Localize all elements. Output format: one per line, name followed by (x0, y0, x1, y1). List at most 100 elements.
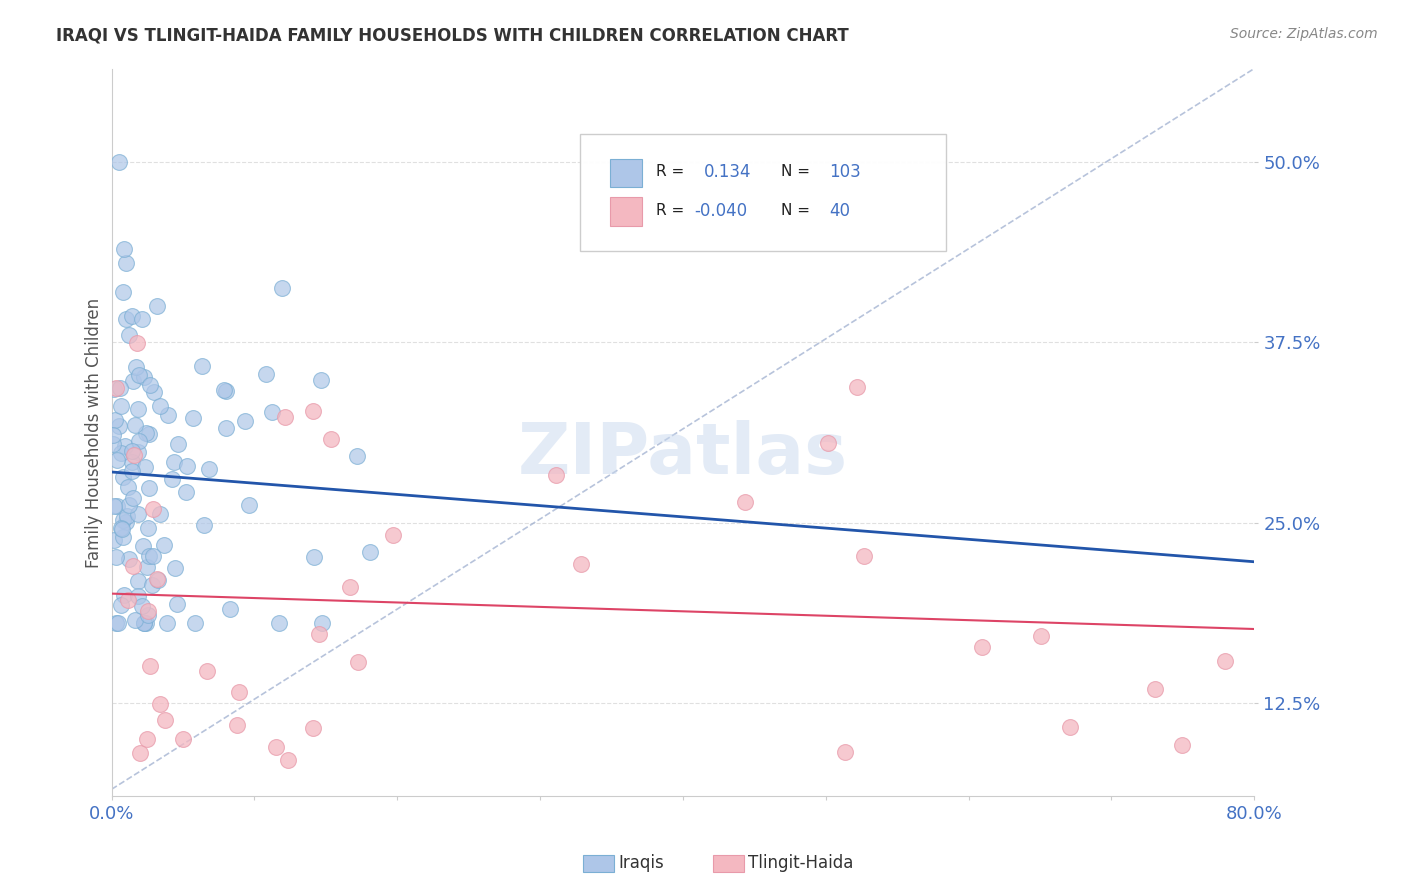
Point (142, 384, 165, 399)
Point (125, 336, 148, 351)
Text: IRAQI VS TLINGIT-HAIDA FAMILY HOUSEHOLDS WITH CHILDREN CORRELATION CHART: IRAQI VS TLINGIT-HAIDA FAMILY HOUSEHOLDS… (56, 27, 849, 45)
Point (115, 311, 138, 326)
Point (139, 658, 162, 673)
Text: Tlingit-Haida: Tlingit-Haida (748, 855, 853, 872)
Point (142, 549, 165, 564)
Point (138, 377, 160, 392)
Point (103, 499, 125, 513)
Point (347, 655, 370, 669)
Point (127, 589, 149, 603)
Point (817, 435, 839, 450)
Point (117, 480, 139, 494)
Text: N =: N = (782, 164, 810, 179)
Point (190, 359, 212, 373)
Point (176, 459, 198, 474)
Point (128, 368, 150, 383)
Text: 103: 103 (830, 163, 860, 181)
Text: 40: 40 (830, 202, 851, 219)
Point (142, 501, 165, 516)
Point (112, 285, 135, 299)
Point (149, 507, 172, 521)
Point (105, 616, 128, 631)
Point (569, 557, 592, 571)
Point (233, 414, 256, 428)
Point (131, 539, 153, 553)
Point (111, 522, 134, 536)
Point (127, 401, 149, 416)
Point (1059, 720, 1081, 734)
Point (124, 417, 146, 432)
Point (166, 597, 188, 611)
Point (166, 437, 188, 451)
Point (162, 472, 184, 486)
Point (228, 685, 250, 699)
Point (103, 382, 125, 396)
Point (110, 446, 132, 460)
Point (1215, 654, 1237, 668)
Point (122, 448, 145, 462)
Point (136, 731, 159, 746)
Text: -0.040: -0.040 (695, 202, 748, 219)
Point (277, 753, 299, 767)
Text: 0.134: 0.134 (703, 163, 751, 181)
Point (136, 604, 159, 618)
Point (136, 559, 159, 574)
Point (238, 498, 260, 512)
Point (155, 713, 177, 727)
Point (149, 399, 172, 413)
Point (359, 545, 381, 559)
Point (135, 426, 157, 441)
Point (146, 299, 169, 313)
Point (346, 449, 368, 463)
Point (105, 500, 128, 514)
Text: ZIPatlas: ZIPatlas (517, 420, 848, 489)
Point (172, 731, 194, 746)
Point (132, 370, 155, 384)
Point (163, 561, 186, 575)
Point (121, 455, 143, 469)
Text: Source: ZipAtlas.com: Source: ZipAtlas.com (1230, 27, 1378, 41)
Point (129, 746, 152, 760)
Point (118, 498, 141, 512)
Point (226, 718, 249, 732)
Point (112, 530, 135, 544)
Point (734, 494, 756, 508)
Point (141, 578, 163, 592)
Point (193, 518, 215, 533)
Point (121, 374, 143, 388)
Point (135, 616, 157, 631)
Point (134, 460, 156, 475)
Point (121, 491, 143, 505)
Point (184, 616, 207, 631)
Point (128, 434, 150, 448)
Point (121, 309, 143, 323)
Bar (610, 159, 641, 187)
Point (104, 381, 127, 395)
Point (114, 242, 136, 256)
Point (131, 599, 153, 613)
Point (110, 598, 132, 612)
Point (117, 592, 139, 607)
Point (853, 549, 876, 563)
Point (302, 721, 325, 735)
Point (181, 410, 204, 425)
Point (138, 549, 160, 563)
Point (132, 616, 155, 631)
Point (311, 373, 333, 387)
Point (118, 551, 141, 566)
Point (260, 405, 283, 419)
Point (267, 616, 290, 631)
Point (107, 155, 129, 169)
Point (308, 626, 330, 640)
Point (1031, 629, 1053, 643)
Point (156, 616, 179, 631)
Y-axis label: Family Households with Children: Family Households with Children (86, 297, 103, 567)
Point (970, 640, 993, 654)
Point (136, 521, 159, 535)
Point (219, 602, 242, 616)
Point (156, 408, 179, 422)
Point (304, 549, 326, 564)
Point (381, 528, 404, 542)
Point (846, 380, 869, 394)
Point (121, 464, 143, 478)
